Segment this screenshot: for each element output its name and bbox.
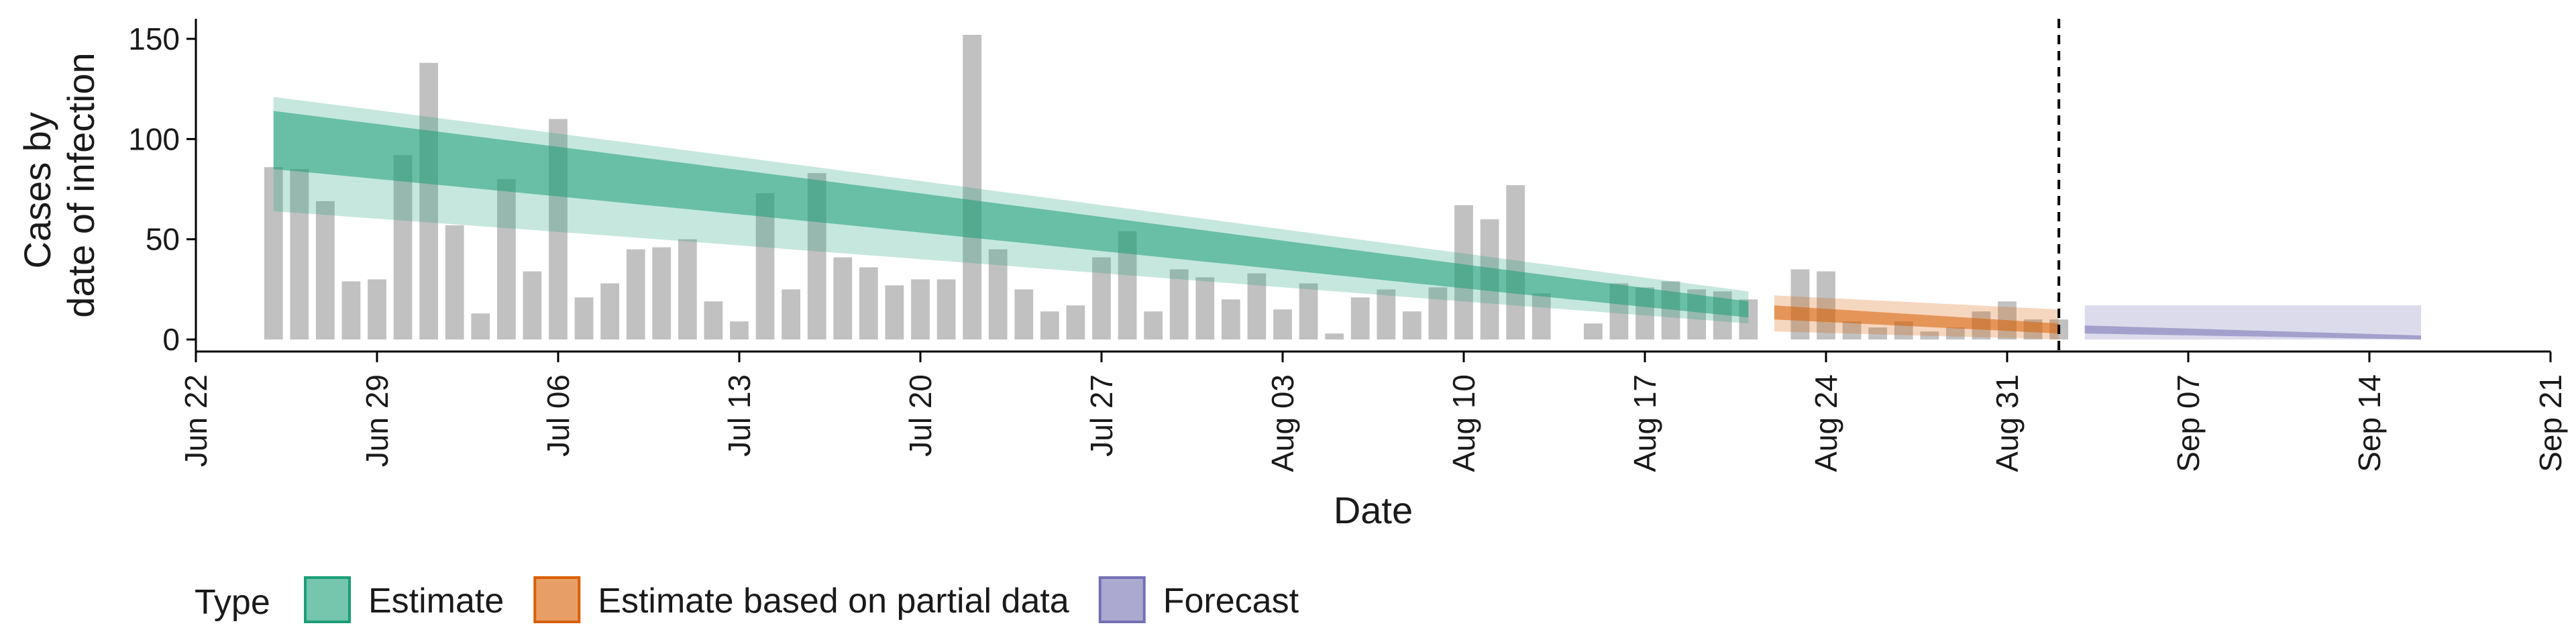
x-tick-label: Jul 13 (722, 374, 757, 457)
band-inner (2084, 325, 2422, 340)
x-tick-label: Jun 22 (178, 374, 213, 467)
case-bar (1817, 271, 1835, 340)
case-bar (1221, 299, 1240, 340)
case-bar (1583, 323, 1603, 340)
case-bar (496, 179, 516, 340)
case-bar (1428, 287, 1448, 340)
case-bar (368, 279, 386, 340)
case-bar (678, 239, 697, 340)
x-axis-ticks: Jun 22 Jun 29 Jul 06 Jul 13 Jul 20 Jul 27 Aug … (178, 352, 2568, 472)
case-bar (1066, 305, 1085, 340)
case-bar (652, 247, 672, 340)
case-bar (445, 225, 464, 340)
y-axis-title: Cases by date of infection (16, 52, 102, 317)
case-bar (574, 297, 594, 340)
legend-swatch (304, 576, 351, 623)
case-bar (1273, 309, 1292, 340)
case-bar (1144, 311, 1163, 340)
case-bar (988, 249, 1008, 340)
y-axis-ticks: 0 50 100 150 (128, 21, 196, 357)
case-bar (1247, 273, 1267, 340)
x-tick-label: Sep 14 (2352, 374, 2387, 472)
case-bar (885, 285, 904, 340)
case-bar (523, 271, 542, 340)
legend-label: Estimate based on partial data (598, 582, 1069, 621)
case-bar (1945, 327, 1965, 340)
axes: 0 50 100 150 Jun 22 Jun 29 Jul 06 Jul 13 Jul 20… (128, 19, 2568, 472)
legend-swatch (533, 576, 581, 623)
case-bar (1350, 297, 1370, 340)
estimate-bands (273, 97, 2422, 340)
case-bar (1377, 289, 1396, 340)
y-axis-title-line-1: Cases by (16, 112, 58, 268)
x-tick-label: Jul 06 (541, 374, 576, 457)
x-tick-label: Aug 24 (1809, 374, 1843, 472)
case-bar (1014, 289, 1034, 340)
case-bar (755, 193, 775, 340)
case-bar (1195, 277, 1215, 340)
case-bar (730, 321, 749, 340)
y-tick-label: 150 (128, 21, 180, 56)
case-bar (1532, 293, 1551, 340)
case-bar (859, 267, 878, 340)
case-bar (1868, 327, 1888, 340)
x-tick-label: Jun 29 (360, 374, 394, 467)
case-bar (341, 281, 361, 340)
case-bar (290, 169, 309, 340)
case-bar (963, 34, 982, 340)
case-bar (1040, 311, 1059, 340)
x-tick-label: Jul 20 (903, 374, 938, 457)
case-bar (1790, 269, 1810, 340)
legend-items: Estimate Estimate based on partial data Fo… (304, 576, 1299, 623)
band-inner (1774, 305, 2059, 334)
case-bar (626, 249, 645, 340)
legend-swatch (1098, 576, 1146, 623)
x-axis-title: Date (1334, 489, 1413, 531)
case-bar (1920, 331, 1939, 340)
case-bar (315, 201, 335, 340)
x-tick-label: Aug 31 (1990, 374, 2025, 472)
band-inner (273, 111, 1749, 318)
case-bar (419, 62, 439, 340)
case-bar (1402, 311, 1421, 340)
x-tick-label: Sep 21 (2533, 374, 2568, 472)
x-tick-label: Aug 10 (1446, 374, 1481, 472)
case-bar (1325, 333, 1344, 340)
case-bar (393, 155, 413, 340)
case-bar (1092, 257, 1111, 340)
x-tick-label: Aug 03 (1265, 374, 1300, 472)
x-tick-label: Jul 27 (1084, 374, 1119, 457)
case-bar (911, 279, 930, 340)
case-bar (782, 289, 801, 340)
y-tick-label: 50 (146, 222, 180, 257)
case-bar (1506, 185, 1525, 340)
case-bar (471, 313, 490, 340)
x-tick-label: Aug 17 (1627, 374, 1662, 472)
y-tick-label: 100 (128, 121, 180, 156)
case-bar (1169, 269, 1189, 340)
legend-title: Type (195, 583, 270, 622)
x-tick-label: Sep 07 (2171, 374, 2206, 472)
y-tick-label: 0 (162, 322, 180, 357)
legend-label: Forecast (1163, 582, 1299, 621)
case-bar (264, 167, 283, 340)
case-bar (600, 283, 620, 340)
case-bar (1842, 321, 1862, 340)
legend-label: Estimate (368, 582, 504, 621)
y-axis-title-line-2: date of infection (60, 52, 102, 317)
case-bar (833, 257, 853, 340)
case-bar (1299, 283, 1318, 340)
case-bar (704, 301, 723, 340)
legend: Type Estimate Estimate based on partial d… (195, 576, 1299, 623)
case-bar (936, 279, 956, 340)
